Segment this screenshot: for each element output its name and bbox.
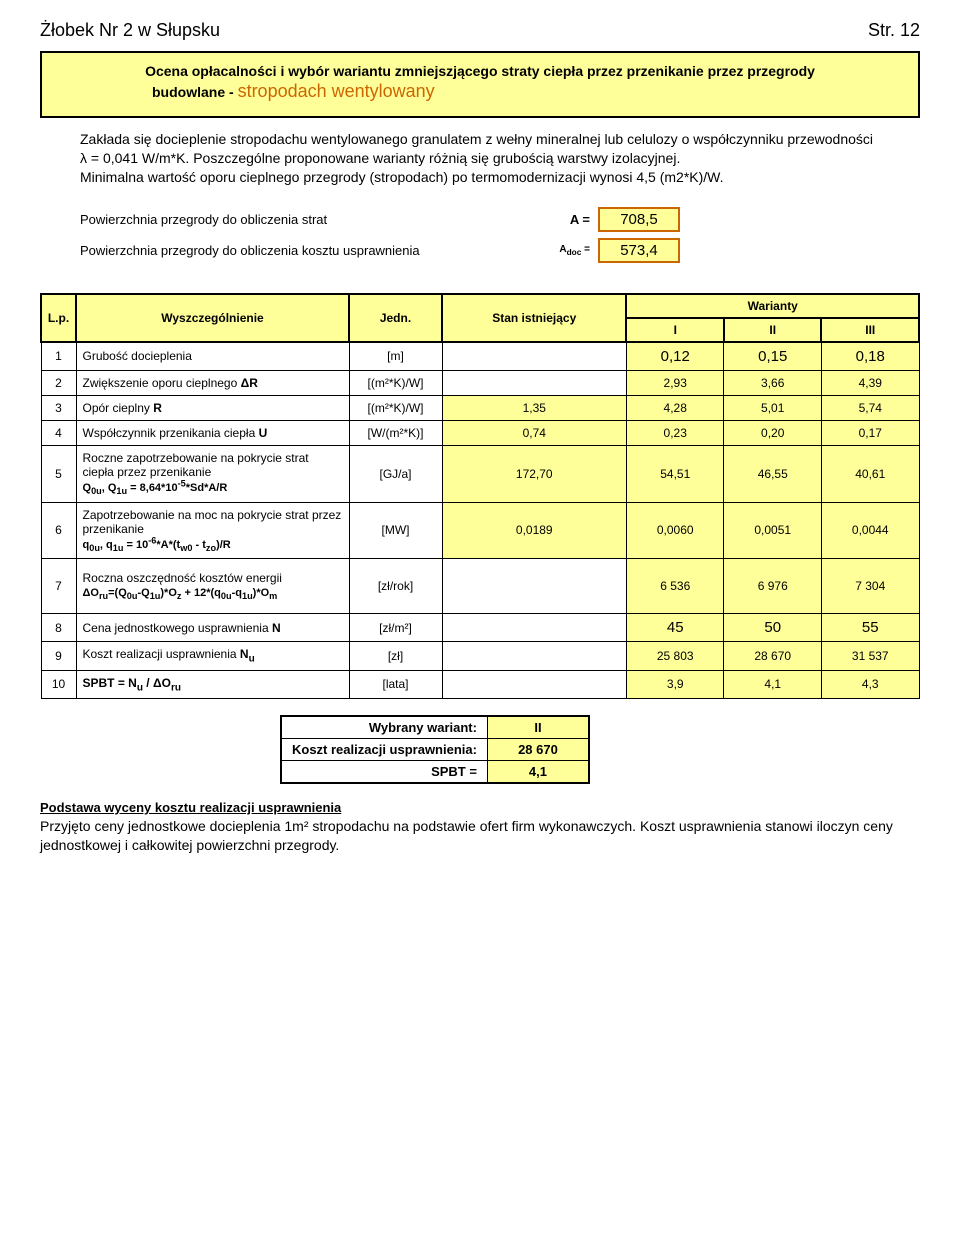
col-w2: II [724, 318, 822, 342]
col-lp: L.p. [41, 294, 76, 342]
result-value: 28 670 [487, 739, 589, 761]
footer-text: Przyjęto ceny jednostkowe docieplenia 1m… [40, 817, 920, 855]
table-row: 2 Zwiększenie oporu cieplnego ΔR [(m²*K)… [41, 370, 919, 395]
area-row-2: Powierzchnia przegrody do obliczenia kos… [80, 238, 920, 263]
result-box: Wybrany wariant: II Koszt realizacji usp… [280, 715, 590, 784]
result-label: SPBT = [281, 761, 487, 784]
doc-title: Żłobek Nr 2 w Słupsku [40, 20, 220, 41]
footer-heading: Podstawa wyceny kosztu realizacji uspraw… [40, 800, 920, 815]
table-row: 7 Roczna oszczędność kosztów energii ΔOr… [41, 559, 919, 614]
description: Zakłada się docieplenie stropodachu went… [80, 130, 880, 187]
table-row: 1 Grubość docieplenia [m] 0,12 0,15 0,18 [41, 342, 919, 371]
result-value: II [487, 716, 589, 739]
page-header: Żłobek Nr 2 w Słupsku Str. 12 [40, 20, 920, 41]
table-row: 8 Cena jednostkowego usprawnienia N [zł/… [41, 614, 919, 642]
variants-table: L.p. Wyszczególnienie Jedn. Stan istniej… [40, 293, 920, 699]
result-label: Wybrany wariant: [281, 716, 487, 739]
table-row: 5 Roczne zapotrzebowanie na pokrycie str… [41, 445, 919, 502]
page-number: Str. 12 [868, 20, 920, 41]
col-w3: III [821, 318, 919, 342]
title-box: Ocena opłacalności i wybór wariantu zmni… [40, 51, 920, 118]
table-row: 9 Koszt realizacji usprawnienia Nu [zł] … [41, 642, 919, 670]
result-label: Koszt realizacji usprawnienia: [281, 739, 487, 761]
col-jedn: Jedn. [349, 294, 442, 342]
col-warianty: Warianty [626, 294, 919, 318]
area-row-1: Powierzchnia przegrody do obliczenia str… [80, 207, 920, 232]
result-value: 4,1 [487, 761, 589, 784]
area-value: 708,5 [598, 207, 680, 232]
table-row: 4 Współczynnik przenikania ciepła U [W/(… [41, 420, 919, 445]
area-value: 573,4 [598, 238, 680, 263]
table-row: 6 Zapotrzebowanie na moc na pokrycie str… [41, 502, 919, 559]
title-line2: budowlane - stropodach wentylowany [62, 81, 898, 102]
table-row: 10 SPBT = Nu / ΔOru [lata] 3,9 4,1 4,3 [41, 670, 919, 698]
col-stan: Stan istniejący [442, 294, 626, 342]
col-w1: I [626, 318, 724, 342]
col-wysz: Wyszczególnienie [76, 294, 349, 342]
table-row: 3 Opór cieplny R [(m²*K)/W] 1,35 4,28 5,… [41, 395, 919, 420]
title-line1: Ocena opłacalności i wybór wariantu zmni… [62, 63, 898, 79]
